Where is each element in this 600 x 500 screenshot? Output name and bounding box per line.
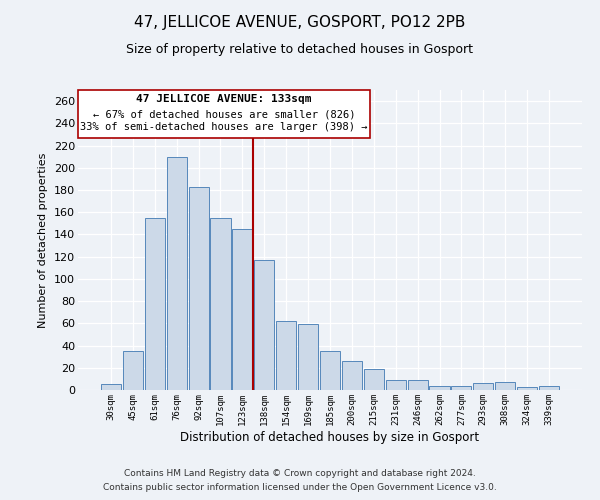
Bar	[298, 324, 318, 390]
Y-axis label: Number of detached properties: Number of detached properties	[38, 152, 49, 328]
Bar	[320, 351, 340, 390]
Bar	[188, 186, 209, 390]
FancyBboxPatch shape	[78, 90, 370, 138]
Bar	[539, 386, 559, 390]
Bar	[386, 380, 406, 390]
Bar	[232, 229, 253, 390]
Bar	[451, 386, 472, 390]
Text: 47, JELLICOE AVENUE, GOSPORT, PO12 2PB: 47, JELLICOE AVENUE, GOSPORT, PO12 2PB	[134, 15, 466, 30]
Text: 47 JELLICOE AVENUE: 133sqm: 47 JELLICOE AVENUE: 133sqm	[136, 94, 312, 104]
Bar	[276, 321, 296, 390]
Text: Size of property relative to detached houses in Gosport: Size of property relative to detached ho…	[127, 42, 473, 56]
Bar	[364, 369, 384, 390]
Bar	[254, 260, 274, 390]
Bar	[101, 384, 121, 390]
Bar	[167, 156, 187, 390]
Bar	[211, 218, 230, 390]
Text: 33% of semi-detached houses are larger (398) →: 33% of semi-detached houses are larger (…	[80, 122, 368, 132]
Bar	[495, 382, 515, 390]
Bar	[473, 384, 493, 390]
Bar	[407, 380, 428, 390]
Bar	[123, 351, 143, 390]
Text: Contains HM Land Registry data © Crown copyright and database right 2024.: Contains HM Land Registry data © Crown c…	[124, 468, 476, 477]
Bar	[517, 386, 537, 390]
X-axis label: Distribution of detached houses by size in Gosport: Distribution of detached houses by size …	[181, 430, 479, 444]
Bar	[430, 386, 449, 390]
Bar	[342, 361, 362, 390]
Bar	[145, 218, 165, 390]
Text: Contains public sector information licensed under the Open Government Licence v3: Contains public sector information licen…	[103, 484, 497, 492]
Text: ← 67% of detached houses are smaller (826): ← 67% of detached houses are smaller (82…	[93, 110, 355, 120]
